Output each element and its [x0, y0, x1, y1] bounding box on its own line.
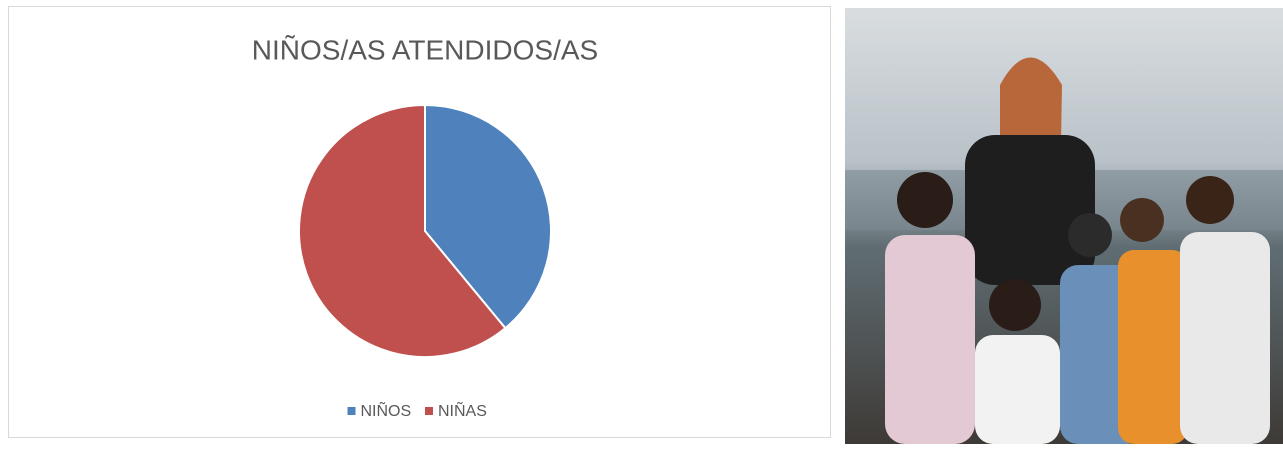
pie	[299, 105, 551, 357]
legend-swatch	[425, 407, 433, 415]
legend-label: NIÑOS	[361, 400, 412, 420]
page: {"chart_data": {"type": "pie", "title": …	[0, 0, 1283, 444]
photo	[845, 8, 1283, 444]
screen: NIÑOS/AS ATENDIDOS/AS NIÑOS NIÑAS	[0, 0, 1283, 444]
legend-label: NIÑAS	[438, 400, 487, 420]
legend-swatch	[348, 407, 356, 415]
chart-title: NIÑOS/AS ATENDIDOS/AS	[252, 34, 598, 65]
